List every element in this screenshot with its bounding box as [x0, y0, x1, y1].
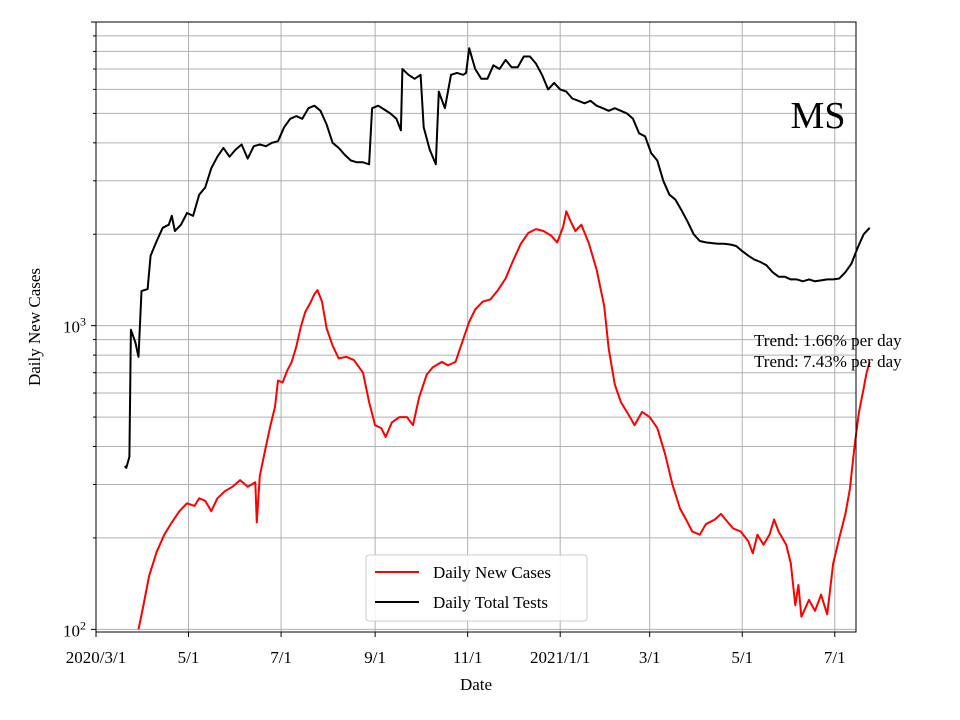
x-tick-label: 5/1: [178, 648, 200, 667]
x-tick-label: 7/1: [824, 648, 846, 667]
grid: [96, 22, 856, 632]
x-axis-label: Date: [460, 675, 492, 694]
series-line-daily-total-tests: [125, 48, 870, 468]
trend-annotation-1: Trend: 1.66% per day: [754, 331, 902, 350]
y-axis-label: Daily New Cases: [25, 268, 44, 386]
x-tick-label: 2021/1/1: [530, 648, 590, 667]
x-tick-label: 3/1: [639, 648, 661, 667]
x-tick-label: 7/1: [270, 648, 292, 667]
y-tick-label: 102: [63, 618, 86, 640]
region-label: MS: [791, 95, 846, 137]
x-axis-ticks: 2020/3/1 5/1 7/1 9/1 11/1 2021/1/1 3/1 5/1 7/1: [66, 632, 846, 667]
legend: Daily New Cases Daily Total Tests: [366, 555, 587, 621]
legend-label-cases: Daily New Cases: [433, 563, 551, 582]
trend-annotation-2: Trend: 7.43% per day: [754, 352, 902, 371]
x-tick-label: 9/1: [364, 648, 386, 667]
x-tick-label: 2020/3/1: [66, 648, 126, 667]
x-tick-label: 11/1: [453, 648, 483, 667]
y-tick-label: 103: [63, 315, 86, 337]
y-axis-ticks: 102 103: [63, 22, 96, 640]
x-tick-label: 5/1: [731, 648, 753, 667]
legend-label-tests: Daily Total Tests: [433, 593, 548, 612]
